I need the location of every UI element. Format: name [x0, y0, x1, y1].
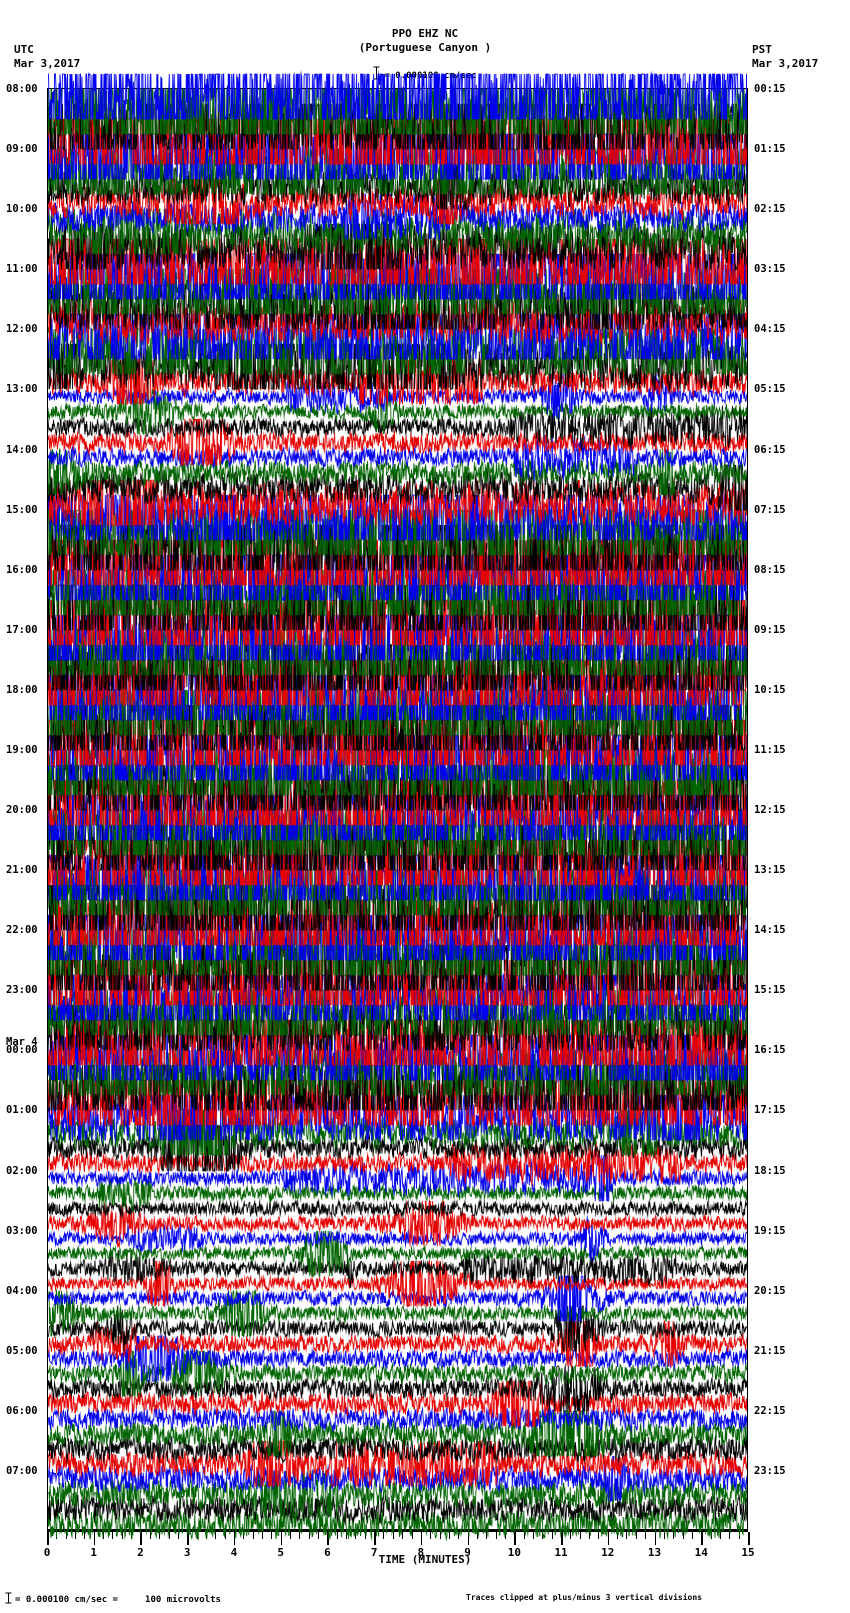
- utc-hour-label: 15:00: [6, 503, 38, 516]
- utc-tz-text: UTC: [14, 43, 34, 56]
- pst-hour-label: 20:15: [754, 1284, 786, 1297]
- page-title: PPO EHZ NC (Portuguese Canyon ): [0, 27, 850, 55]
- utc-hour-label: 17:00: [6, 623, 38, 636]
- x-tick-major: [47, 1532, 49, 1545]
- pst-hour-label: 16:15: [754, 1044, 786, 1057]
- footer-clip-note: Traces clipped at plus/minus 3 vertical …: [466, 1593, 703, 1602]
- vertical-scale-bar-icon: [5, 1592, 12, 1607]
- utc-hour-label: 14:00: [6, 443, 38, 456]
- pst-hour-label: 19:15: [754, 1224, 786, 1237]
- x-tick-label: 0: [43, 1546, 51, 1559]
- x-tick-major: [748, 1532, 750, 1545]
- pst-hour-label: 03:15: [754, 263, 786, 276]
- pst-hour-label: 05:15: [754, 383, 786, 396]
- utc-hour-label: 21:00: [6, 864, 38, 877]
- pst-hour-label: 01:15: [754, 143, 786, 156]
- trace-row: [48, 64, 747, 129]
- pst-hour-label: 12:15: [754, 804, 786, 816]
- pst-hour-label: 23:15: [754, 1464, 786, 1477]
- footer-scale-note: = 0.000100 cm/sec = 100 microvolts: [4, 1592, 221, 1607]
- x-axis-title: TIME (MINUTES): [378, 1553, 472, 1566]
- utc-day-label: Mar 4: [6, 1036, 38, 1049]
- utc-hour-label: 01:00: [6, 1104, 38, 1117]
- pst-tz-text: PST: [752, 43, 772, 56]
- trace-canvas: [48, 64, 747, 129]
- pst-hour-label: 10:15: [754, 683, 786, 696]
- pst-hour-label: 04:15: [754, 323, 786, 336]
- utc-hour-label: 06:00: [6, 1404, 38, 1417]
- pst-hour-label: 09:15: [754, 623, 786, 636]
- utc-hour-label: 10:00: [6, 203, 38, 216]
- utc-hour-label: 04:00: [6, 1284, 38, 1297]
- utc-hour-label: 19:00: [6, 743, 38, 756]
- pst-hour-label: 00:15: [754, 83, 786, 95]
- utc-hour-label: 23:00: [6, 984, 38, 997]
- footer-scale-text: = 0.000100 cm/sec = 100 microvolts: [15, 1595, 221, 1605]
- utc-hour-label: 07:00: [6, 1464, 38, 1477]
- pst-timezone-header: PST Mar 3,2017: [752, 43, 818, 71]
- utc-hour-label: 22:00: [6, 924, 38, 937]
- pst-hour-label: 15:15: [754, 984, 786, 997]
- utc-hour-label: 08:00: [6, 83, 38, 95]
- pst-hour-label: 22:15: [754, 1404, 786, 1417]
- helicorder-plot[interactable]: [47, 64, 748, 1556]
- station-code-text: PPO EHZ NC: [391, 27, 459, 40]
- utc-hour-label: 02:00: [6, 1164, 38, 1177]
- pst-hour-label: 21:15: [754, 1344, 786, 1357]
- utc-hour-label: 16:00: [6, 563, 38, 576]
- pst-hour-label: 02:15: [754, 203, 786, 216]
- utc-hour-label: 09:00: [6, 143, 38, 156]
- pst-hour-label: 14:15: [754, 924, 786, 937]
- utc-hour-label: 03:00: [6, 1224, 38, 1237]
- utc-hour-label: 00:00: [6, 1044, 38, 1057]
- utc-hour-label: 11:00: [6, 263, 38, 276]
- utc-hour-label: 18:00: [6, 683, 38, 696]
- pst-hour-label: 11:15: [754, 743, 786, 756]
- utc-hour-label: 05:00: [6, 1344, 38, 1357]
- pst-hour-label: 17:15: [754, 1104, 786, 1117]
- pst-hour-label: 06:15: [754, 443, 786, 456]
- pst-hour-label: 08:15: [754, 563, 786, 576]
- utc-hour-label: 12:00: [6, 323, 38, 336]
- pst-hour-label: 07:15: [754, 503, 786, 516]
- pst-date-text: Mar 3,2017: [752, 57, 819, 70]
- pst-hour-label: 13:15: [754, 864, 786, 877]
- utc-hour-label: 13:00: [6, 383, 38, 396]
- utc-hour-label: 20:00: [6, 804, 38, 816]
- station-name-text: (Portuguese Canyon ): [358, 41, 492, 54]
- helicorder-trace-area: [48, 64, 747, 1556]
- pst-hour-label: 18:15: [754, 1164, 786, 1177]
